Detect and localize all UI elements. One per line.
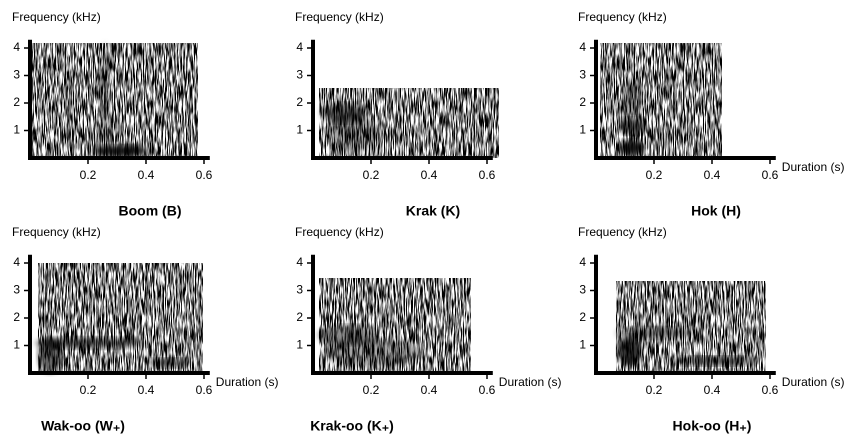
y-tick-label: 3 [579, 283, 586, 297]
y-axis-label: Frequency (kHz) [578, 225, 667, 239]
spectrogram-band [618, 118, 646, 134]
y-tick-label: 2 [296, 310, 303, 324]
panel: 1 2 3 4 0.2 0.4 0.6 Frequency (kHz) Boom (B) [12, 10, 213, 219]
panel-title: Hok-oo (H₊) [673, 418, 752, 434]
y-tick-label: 2 [579, 310, 586, 324]
panel: 1 2 3 4 0.2 0.4 0.6 Frequency (kHz) Duration (s)… [12, 225, 278, 434]
panel: 1 2 3 4 0.2 0.4 0.6 Frequency (kHz) Duration (s)… [578, 10, 844, 219]
x-axis-label: Duration (s) [782, 160, 845, 174]
y-axis-label: Frequency (kHz) [578, 10, 667, 24]
y-tick-label: 3 [13, 68, 20, 82]
x-tick-label: 0.4 [704, 168, 721, 182]
y-tick-label: 3 [296, 68, 303, 82]
panel-title: Krak-oo (K₊) [310, 418, 394, 434]
y-tick-label: 4 [13, 40, 20, 54]
panel-title: Krak (K) [406, 203, 460, 219]
x-tick-label: 0.6 [762, 168, 779, 182]
y-axis-label: Frequency (kHz) [12, 225, 101, 239]
x-tick-label: 0.4 [421, 168, 438, 182]
panel-title: Hok (H) [691, 203, 741, 219]
spectrogram-band [35, 337, 145, 349]
x-tick-label: 0.2 [363, 168, 380, 182]
spectrogram-band [148, 358, 192, 368]
x-tick-label: 0.2 [646, 168, 663, 182]
y-axis-label: Frequency (kHz) [295, 225, 384, 239]
spectrogram-band [620, 140, 644, 156]
spectrogram-band [616, 327, 696, 339]
y-tick-label: 1 [296, 338, 303, 352]
x-tick-label: 0.6 [479, 383, 496, 397]
y-tick-label: 1 [296, 123, 303, 137]
x-tick-label: 0.2 [363, 383, 380, 397]
panel-title: Boom (B) [119, 203, 182, 219]
panel: 1 2 3 4 0.2 0.4 0.6 Frequency (kHz) Duration (s)… [295, 225, 561, 434]
panel-title: Wak-oo (W₊) [41, 418, 125, 434]
spectrogram-band [622, 78, 642, 118]
y-tick-label: 3 [579, 68, 586, 82]
y-axis-label: Frequency (kHz) [295, 10, 384, 24]
x-axis-label: Duration (s) [216, 375, 279, 389]
y-tick-label: 1 [579, 338, 586, 352]
y-tick-label: 2 [296, 95, 303, 109]
y-tick-label: 4 [579, 40, 586, 54]
y-axis-label: Frequency (kHz) [12, 10, 101, 24]
spectrogram-texture [30, 43, 198, 158]
panel: 1 2 3 4 0.2 0.4 0.6 Frequency (kHz) Duration (s)… [578, 225, 844, 434]
spectrogram-band [66, 63, 74, 153]
x-axis-label: Duration (s) [782, 375, 845, 389]
y-tick-label: 2 [13, 310, 20, 324]
spectrogram-band [92, 145, 148, 157]
x-tick-label: 0.6 [196, 168, 213, 182]
x-tick-label: 0.4 [421, 383, 438, 397]
y-tick-label: 4 [579, 255, 586, 269]
spectrogram-band [328, 113, 378, 153]
y-tick-label: 1 [579, 123, 586, 137]
spectrogram-band [323, 339, 423, 367]
x-tick-label: 0.6 [762, 383, 779, 397]
y-tick-label: 1 [13, 338, 20, 352]
y-tick-label: 4 [13, 255, 20, 269]
y-tick-label: 2 [579, 95, 586, 109]
x-tick-label: 0.2 [646, 383, 663, 397]
spectrogram-band [676, 356, 756, 366]
spectrogram-texture [38, 263, 203, 373]
spectrogram-band [100, 43, 110, 153]
x-tick-label: 0.6 [196, 383, 213, 397]
x-tick-label: 0.4 [704, 383, 721, 397]
x-tick-label: 0.2 [80, 168, 97, 182]
y-tick-label: 4 [296, 40, 303, 54]
x-tick-label: 0.6 [479, 168, 496, 182]
x-tick-label: 0.4 [138, 383, 155, 397]
spectrogram-band [38, 337, 62, 373]
y-tick-label: 4 [296, 255, 303, 269]
spectrogram-band [618, 336, 642, 366]
x-tick-label: 0.4 [138, 168, 155, 182]
y-tick-label: 3 [13, 283, 20, 297]
y-tick-label: 3 [296, 283, 303, 297]
y-tick-label: 2 [13, 95, 20, 109]
spectrogram-texture [600, 43, 722, 158]
x-axis-label: Duration (s) [499, 375, 562, 389]
panel: 1 2 3 4 0.2 0.4 0.6 Frequency (kHz) Krak (K) [295, 10, 499, 219]
y-tick-label: 1 [13, 123, 20, 137]
x-tick-label: 0.2 [80, 383, 97, 397]
